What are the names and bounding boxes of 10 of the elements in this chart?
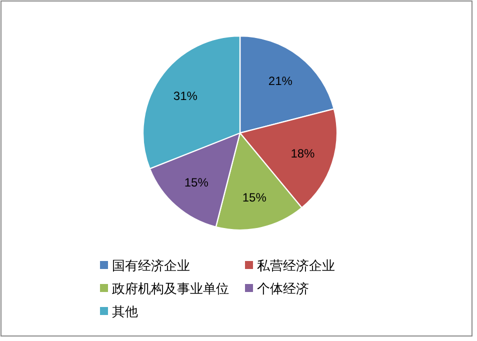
data-label: 31% [173, 88, 198, 103]
legend-label: 个体经济 [257, 281, 309, 296]
data-label: 18% [290, 146, 316, 160]
data-label: 21% [268, 74, 293, 88]
data-label: 15% [184, 175, 209, 190]
legend-label: 政府机构及事业单位 [112, 281, 229, 296]
data-label: 15% [242, 190, 267, 204]
legend-label: 私营经济企业 [257, 258, 335, 273]
legend-label: 其他 [112, 304, 138, 319]
legend-label: 国有经济企业 [112, 258, 190, 273]
